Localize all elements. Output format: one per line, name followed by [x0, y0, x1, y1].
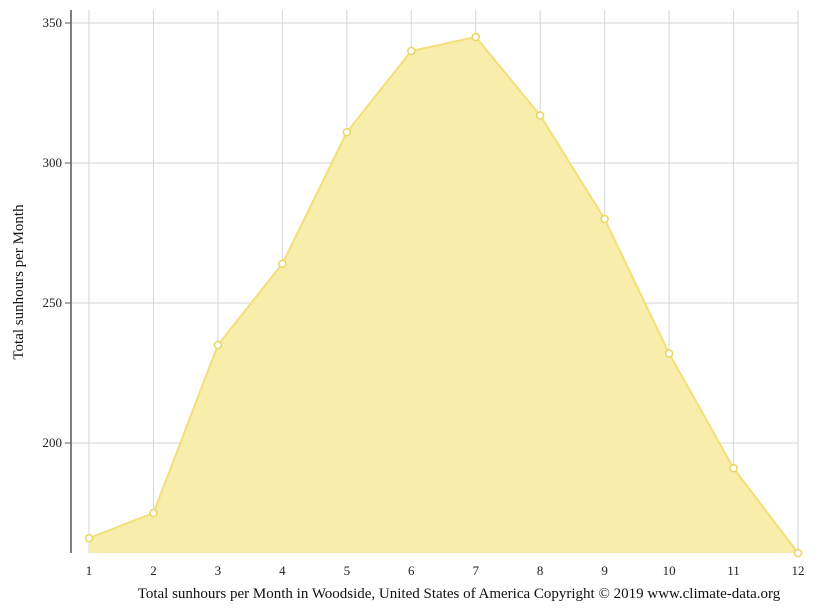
y-tick-label: 300	[43, 155, 63, 170]
x-tick-label: 2	[150, 563, 157, 578]
axes	[65, 10, 72, 553]
data-point-month-3	[213, 340, 223, 350]
x-tick-label: 1	[86, 563, 93, 578]
data-point-month-8	[535, 111, 545, 120]
x-tick-label: 3	[215, 563, 222, 578]
data-markers	[84, 32, 803, 558]
data-area	[88, 35, 799, 554]
y-axis-title: Total sunhours per Month	[11, 204, 27, 360]
x-tick-label: 9	[601, 563, 608, 578]
series-area-fill	[89, 37, 798, 553]
series-line	[88, 35, 799, 554]
data-point-month-4	[278, 259, 287, 269]
data-point-month-10	[664, 349, 674, 358]
data-point-month-11	[729, 463, 738, 473]
data-point-month-9	[600, 214, 609, 224]
data-point-month-5	[342, 127, 352, 137]
x-tick-label: 5	[344, 563, 351, 578]
chart-caption: Total sunhours per Month in Woodside, Un…	[138, 586, 781, 602]
data-point-month-7	[471, 32, 480, 42]
y-tick-label: 200	[43, 435, 63, 450]
x-tick-label: 11	[727, 563, 740, 578]
x-tick-label: 10	[663, 563, 676, 578]
data-point-month-2	[149, 508, 158, 518]
x-tick-label: 12	[792, 563, 805, 578]
x-tick-label: 8	[537, 563, 544, 578]
data-point-month-6	[407, 46, 416, 56]
x-tick-label: 6	[408, 563, 415, 578]
y-tick-label: 250	[43, 295, 63, 310]
data-point-month-1	[84, 533, 94, 543]
x-tick-label: 4	[279, 563, 286, 578]
y-tick-label: 350	[43, 15, 63, 30]
x-tick-label: 7	[472, 563, 479, 578]
data-point-month-12	[793, 548, 803, 558]
